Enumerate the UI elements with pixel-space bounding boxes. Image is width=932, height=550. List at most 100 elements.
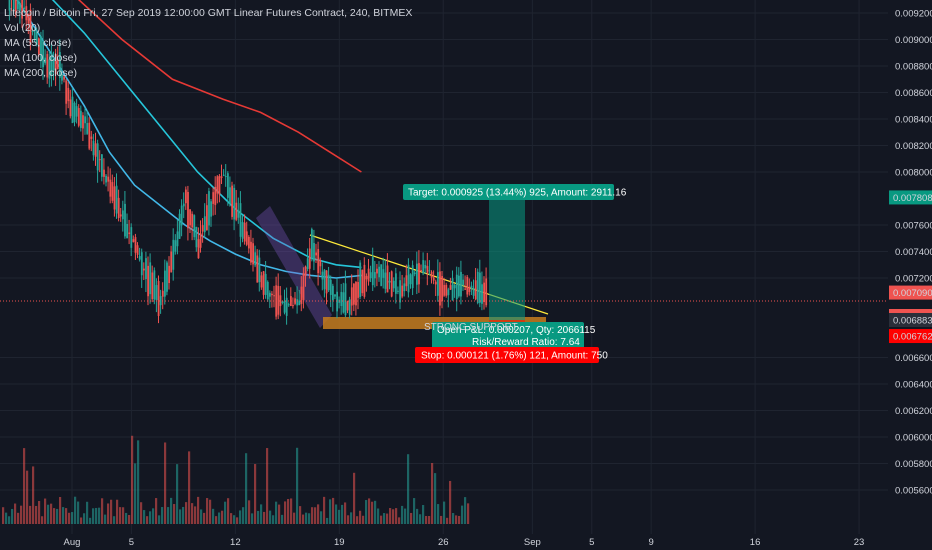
candle-body — [124, 203, 126, 237]
candle-body — [430, 271, 433, 278]
indicator-ma200[interactable]: MA (200, close) — [4, 67, 77, 79]
candle-body — [17, 0, 19, 10]
indicator-ma100[interactable]: MA (100, close) — [4, 52, 77, 64]
candle-body — [243, 222, 246, 242]
candle-body — [193, 215, 196, 238]
candle-body — [35, 32, 38, 45]
candle-body — [262, 271, 265, 295]
candle-body — [361, 269, 364, 294]
candle-body — [145, 258, 147, 280]
candle-body — [254, 252, 257, 266]
volume-bar — [425, 515, 428, 524]
volume-bar — [326, 517, 329, 524]
candle-body — [455, 274, 458, 300]
candle-body — [332, 285, 334, 301]
candle-body — [233, 187, 236, 220]
candle-body — [111, 182, 114, 201]
candle-body — [73, 102, 76, 123]
candle-body — [256, 255, 259, 283]
volume-bar — [431, 463, 434, 524]
volume-bar — [155, 498, 158, 524]
candle-body — [84, 116, 86, 124]
volume-bar — [197, 496, 200, 524]
candle-body — [61, 73, 63, 81]
volume-bar — [131, 435, 134, 524]
candle-body — [485, 278, 488, 306]
candle-body — [285, 297, 288, 316]
candle-body — [130, 227, 133, 248]
indicator-ma55[interactable]: MA (55, close) — [4, 37, 72, 49]
candle-body — [266, 281, 269, 300]
candle-body — [38, 38, 40, 55]
candle-body — [216, 176, 219, 194]
volume-bar — [395, 508, 398, 524]
volume-bar — [389, 508, 392, 524]
candle-body — [147, 265, 149, 297]
candle-body — [52, 59, 55, 71]
candle-body — [466, 276, 469, 295]
volume-bar — [302, 514, 305, 524]
candle-body — [29, 9, 32, 45]
price-tick: 0.008200 — [895, 141, 932, 152]
price-tick: 0.009200 — [895, 9, 932, 20]
volume-bar — [101, 498, 104, 524]
candle-body — [340, 291, 343, 306]
candle-body — [159, 296, 162, 306]
candle-body — [220, 176, 223, 178]
volume-bar — [317, 504, 320, 524]
chart-legend: Litecoin / Bitcoin Fri, 27 Sep 2019 12:0… — [4, 6, 412, 81]
candle-body — [227, 173, 229, 198]
long-position-tool — [489, 197, 525, 337]
price-axis[interactable] — [888, 0, 932, 534]
price-tick: 0.007600 — [895, 221, 932, 232]
candle-body — [103, 169, 105, 177]
candle-body — [315, 252, 317, 256]
candle-body — [138, 256, 141, 260]
candle-body — [424, 265, 427, 269]
candle-body — [140, 252, 143, 276]
volume-bar — [89, 517, 92, 524]
volume-bar — [374, 500, 377, 524]
symbol-title[interactable]: Litecoin / Bitcoin Fri, 27 Sep 2019 12:0… — [4, 7, 413, 19]
price-axis-ticks: 0.009200 0.009000 0.008800 0.008600 0.008400… — [895, 9, 932, 497]
volume-bar — [284, 501, 287, 524]
volume-bar — [125, 512, 128, 524]
volume-bar — [38, 500, 41, 524]
indicator-volume[interactable]: Vol (20) — [4, 22, 41, 34]
candle-body — [250, 241, 252, 263]
candle-body — [392, 280, 395, 289]
volume-bar — [53, 508, 56, 524]
price-label-box — [889, 329, 932, 344]
candle-body — [464, 288, 467, 290]
candle-body — [75, 106, 78, 117]
candle-body — [313, 242, 315, 262]
candle-body — [382, 269, 385, 278]
candle-body — [101, 154, 103, 177]
candle-body — [182, 203, 185, 207]
candle-body — [449, 285, 452, 290]
time-axis[interactable] — [0, 534, 888, 550]
candle-body — [63, 76, 65, 80]
volume-bar — [35, 505, 38, 524]
candle-body — [359, 262, 362, 297]
candle-body — [413, 272, 416, 275]
candle-body — [197, 239, 200, 259]
volume-bar — [407, 454, 410, 524]
volume-bar — [293, 512, 296, 524]
volume-bar — [2, 507, 5, 524]
candle-body — [143, 268, 145, 271]
volume-bar — [401, 505, 404, 524]
time-tick: 9 — [649, 537, 654, 548]
support-label: STRONG SUPPORT — [424, 322, 518, 333]
volume-bar — [449, 480, 452, 524]
volume-bar — [320, 511, 323, 524]
candle-body — [14, 0, 17, 15]
candle-body — [296, 299, 299, 306]
time-tick: 19 — [334, 537, 345, 548]
candle-body — [447, 289, 450, 296]
time-tick: 12 — [230, 537, 241, 548]
volume-bar — [191, 503, 194, 524]
volume-bar — [338, 509, 341, 524]
candle-body — [109, 179, 112, 197]
